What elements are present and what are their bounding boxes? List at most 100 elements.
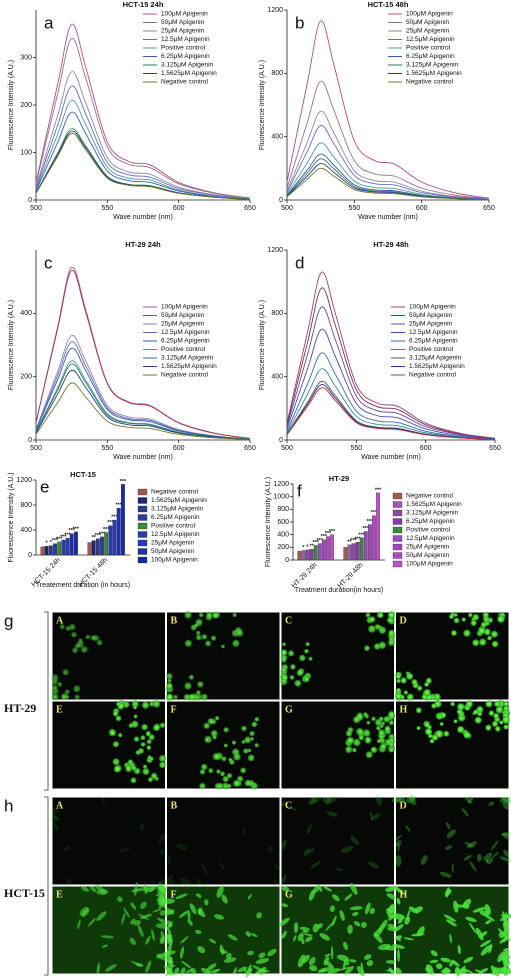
bar bbox=[69, 533, 74, 556]
cell bbox=[396, 687, 401, 693]
y-axis-label: Fluorescence Intensity (A.U.) bbox=[8, 472, 15, 562]
x-axis-label: Treatment duration(in hours) bbox=[295, 587, 383, 594]
cell bbox=[164, 909, 175, 917]
cell bbox=[375, 725, 381, 731]
legend-swatch bbox=[392, 509, 403, 517]
cell bbox=[451, 630, 457, 636]
cell bbox=[485, 852, 493, 859]
cell bbox=[303, 848, 311, 856]
cell bbox=[113, 764, 122, 773]
cell bbox=[474, 716, 482, 724]
cell bbox=[88, 918, 96, 927]
cell bbox=[371, 813, 381, 821]
series-line bbox=[286, 80, 490, 200]
series-line bbox=[35, 347, 251, 440]
cell bbox=[140, 741, 146, 747]
bar bbox=[100, 536, 104, 556]
cell bbox=[408, 906, 419, 914]
significance-label: *** bbox=[103, 527, 110, 533]
cell bbox=[485, 919, 492, 925]
cell bbox=[495, 967, 503, 975]
cell bbox=[303, 933, 313, 937]
cell bbox=[472, 639, 480, 647]
cell bbox=[384, 946, 398, 951]
legend-label: 6.25μM Apigenin bbox=[161, 53, 210, 60]
cell bbox=[325, 960, 335, 971]
cell bbox=[117, 896, 123, 903]
y-axis-label: Fluorescence Intensity (A.U.) bbox=[259, 60, 266, 150]
cell bbox=[308, 956, 316, 966]
cell bbox=[123, 907, 130, 918]
cell bbox=[346, 736, 355, 744]
cell bbox=[232, 639, 240, 648]
legend-label: 1.5625μM Apigenin bbox=[161, 70, 217, 77]
micrograph-bg bbox=[280, 700, 395, 790]
cell bbox=[125, 765, 133, 773]
cell bbox=[298, 654, 306, 662]
cell bbox=[131, 700, 139, 708]
y-axis-label: Fluorescence Intensity (A.U.) bbox=[265, 477, 272, 567]
cell bbox=[369, 811, 374, 821]
cell bbox=[224, 957, 237, 963]
cell bbox=[389, 738, 394, 743]
tile-letter: B bbox=[171, 800, 178, 811]
bar bbox=[61, 539, 66, 556]
micrograph-cells bbox=[345, 710, 396, 759]
cell bbox=[212, 968, 220, 974]
cell bbox=[158, 919, 167, 926]
cell bbox=[353, 920, 361, 927]
cell bbox=[395, 967, 402, 975]
tile-letter: F bbox=[171, 889, 177, 900]
legend-label: 25μM Apigenin bbox=[161, 321, 205, 328]
y-tick-label: 1200 bbox=[267, 7, 283, 14]
cell bbox=[363, 645, 371, 652]
cell bbox=[470, 619, 477, 627]
cell bbox=[195, 929, 202, 935]
significance-label: *** bbox=[363, 526, 370, 532]
cell bbox=[206, 963, 217, 972]
cell bbox=[365, 612, 371, 618]
bar bbox=[116, 507, 121, 556]
cell bbox=[219, 944, 225, 955]
cell bbox=[151, 929, 155, 941]
cell bbox=[456, 725, 465, 734]
cell bbox=[142, 767, 150, 776]
cell bbox=[254, 742, 259, 748]
cell bbox=[453, 617, 460, 624]
cell bbox=[393, 924, 404, 933]
significance-label: *** bbox=[95, 533, 102, 539]
legend-label: Negative control bbox=[409, 372, 457, 379]
y-tick-label: 0 bbox=[285, 557, 289, 564]
legend-swatch bbox=[137, 505, 148, 513]
legend-swatch bbox=[137, 488, 148, 496]
micrograph-cells bbox=[394, 611, 506, 701]
micrograph-bg bbox=[395, 796, 510, 886]
cell bbox=[137, 924, 144, 938]
cell bbox=[365, 751, 373, 759]
legend-swatch bbox=[137, 497, 148, 504]
significance-label: *** bbox=[60, 534, 67, 540]
cell bbox=[52, 694, 58, 700]
cell bbox=[472, 613, 480, 621]
cell bbox=[141, 701, 150, 710]
cell bbox=[141, 723, 148, 731]
y-tick-label: 100 bbox=[20, 149, 32, 156]
significance-label: ** bbox=[91, 535, 96, 541]
tile-letter: D bbox=[400, 615, 407, 626]
cell bbox=[223, 743, 228, 748]
x-tick-label: 550 bbox=[101, 205, 113, 212]
cell bbox=[323, 956, 330, 966]
cell bbox=[101, 796, 106, 804]
series-line bbox=[35, 369, 251, 440]
tile-letter: A bbox=[56, 800, 64, 811]
cell bbox=[325, 795, 338, 805]
x-axis-label: Wave number (nm) bbox=[113, 454, 173, 461]
legend-label: 100μM Apigenin bbox=[409, 304, 456, 311]
panel-letter: c bbox=[44, 253, 53, 272]
legend-label: 1.5625μM Apigenin bbox=[406, 70, 462, 77]
cell bbox=[503, 701, 509, 707]
cell bbox=[404, 916, 411, 925]
cell bbox=[85, 634, 91, 640]
cell bbox=[347, 924, 353, 935]
cell bbox=[116, 701, 121, 707]
